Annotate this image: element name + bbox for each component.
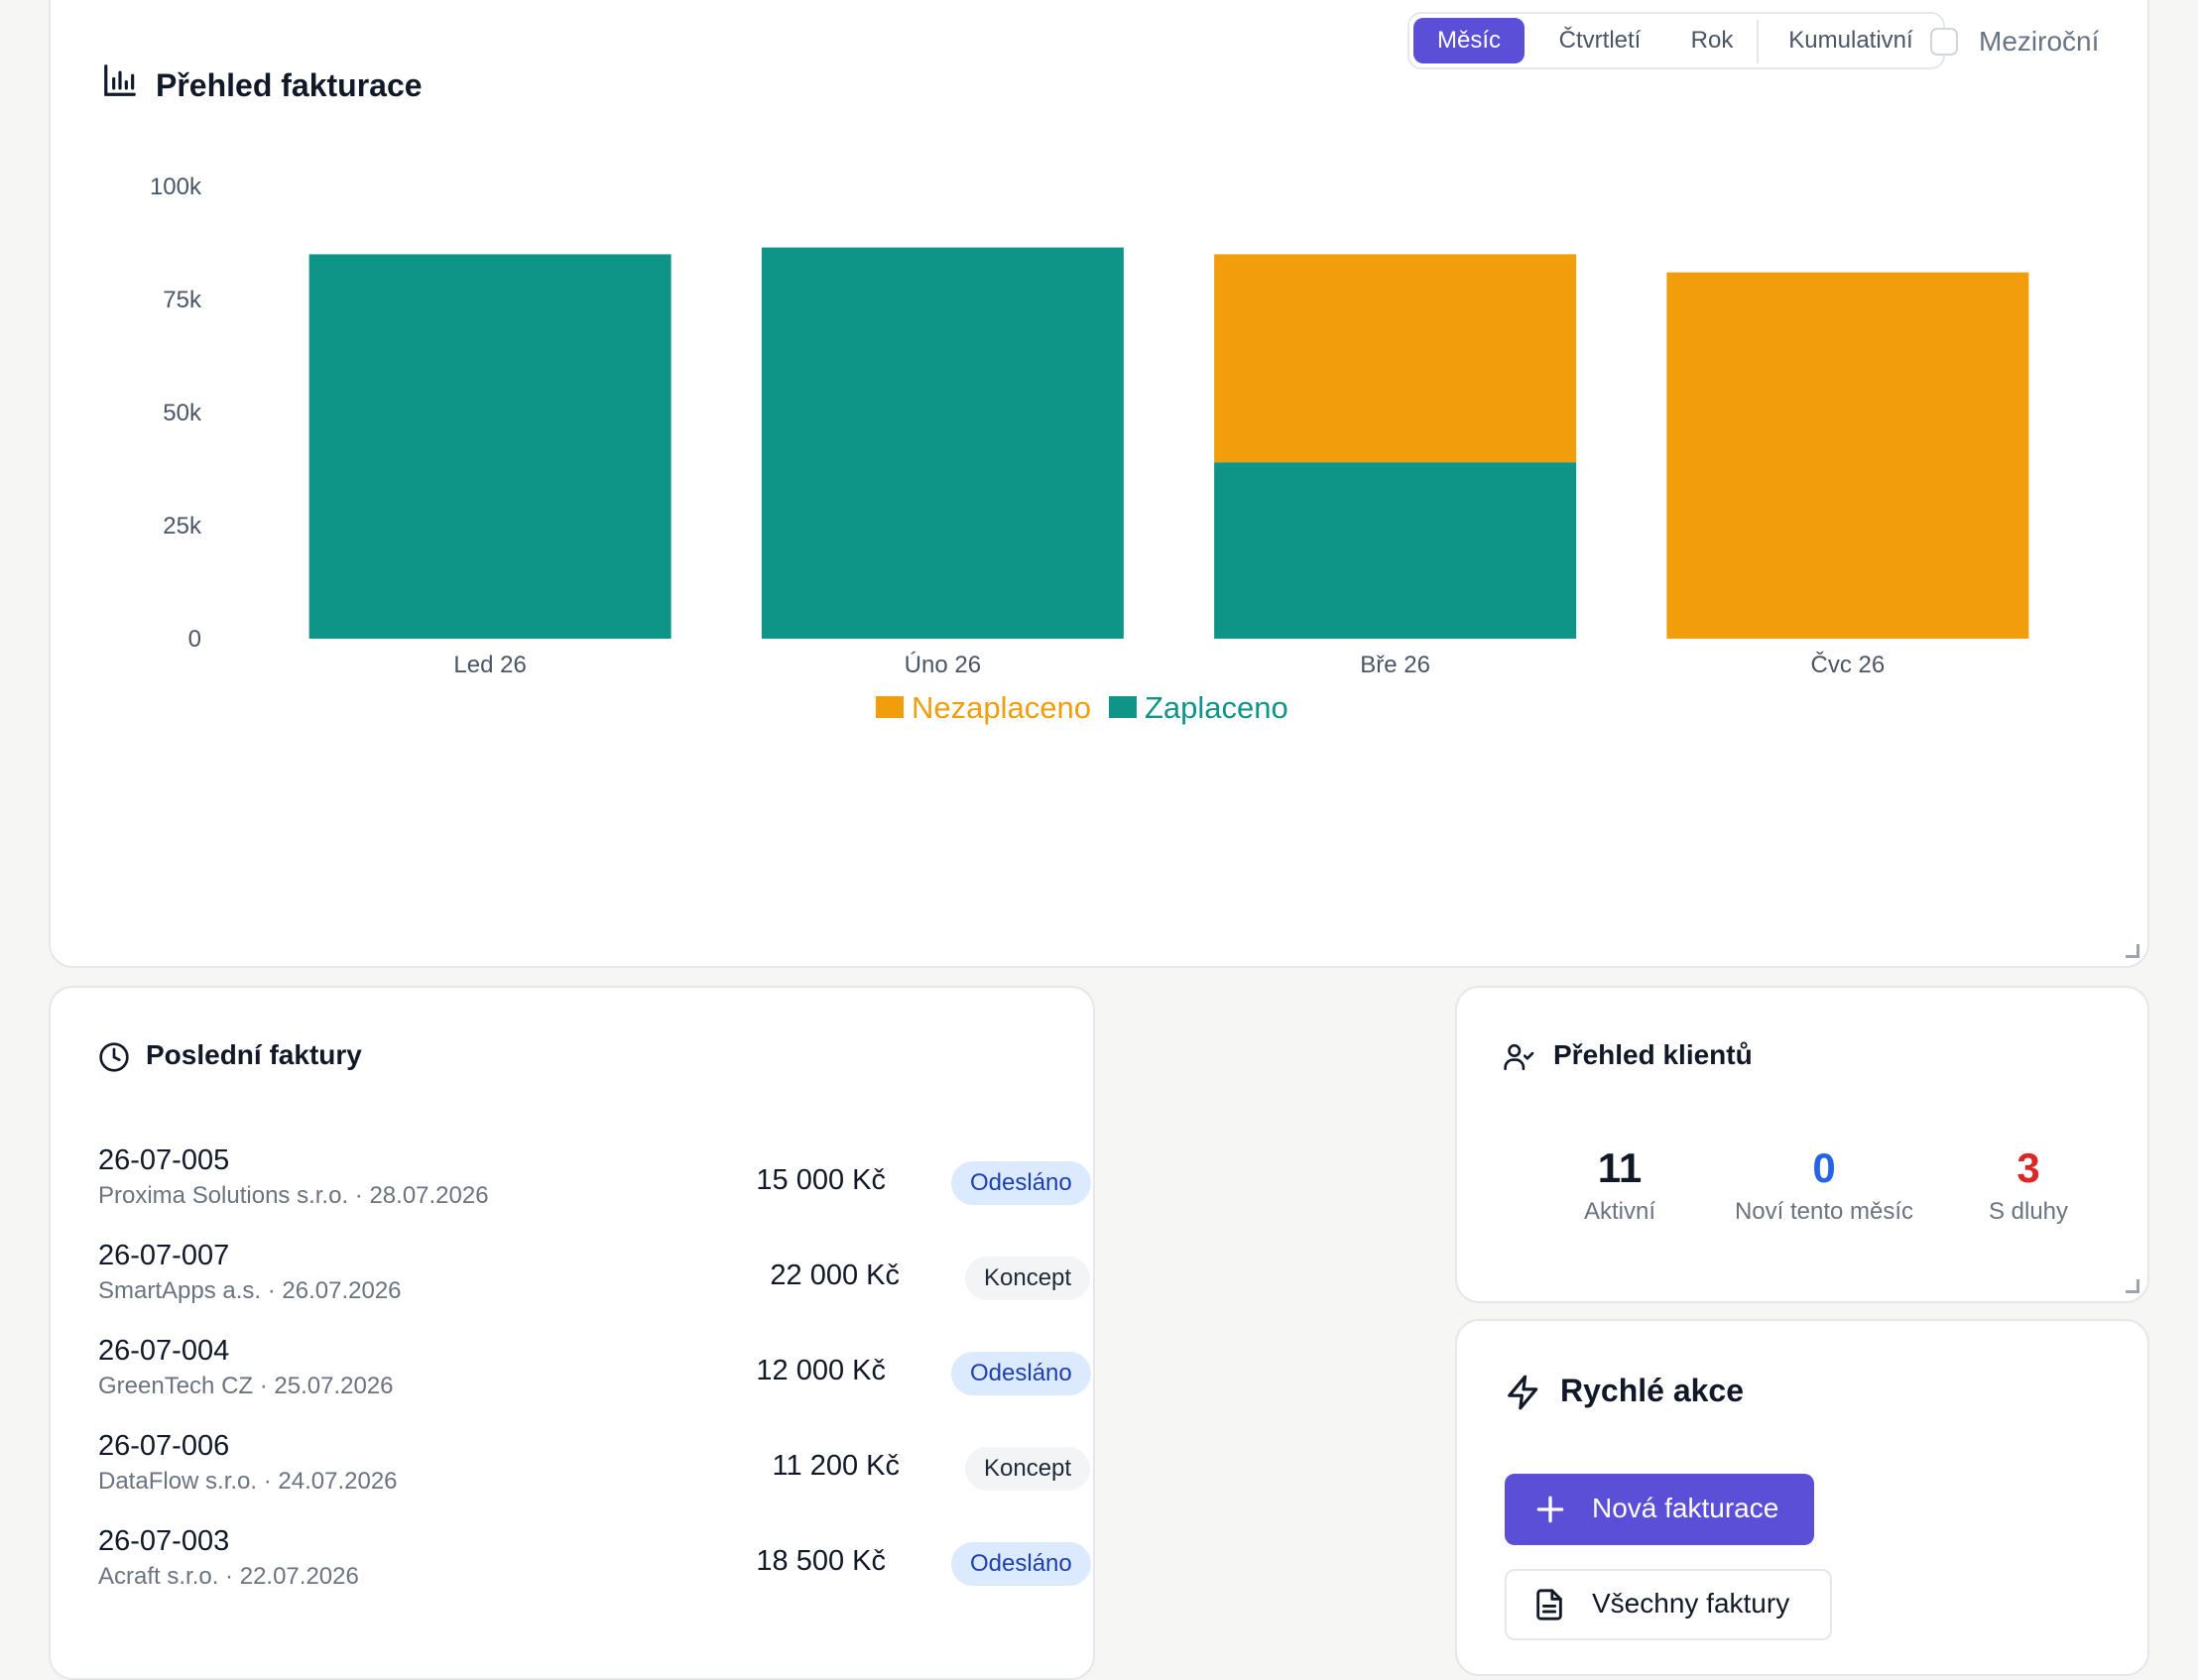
invoice-meta: DataFlow s.r.o. · 24.07.2026 — [98, 1468, 398, 1496]
invoice-date: 26.07.2026 — [282, 1277, 402, 1304]
meta-separator: · — [354, 1182, 363, 1209]
invoice-number: 26-07-005 — [98, 1144, 230, 1176]
invoice-meta: Acraft s.r.o. · 22.07.2026 — [98, 1563, 359, 1591]
invoice-client: SmartApps a.s. — [98, 1277, 262, 1304]
invoice-meta: GreenTech CZ · 25.07.2026 — [98, 1373, 394, 1400]
invoice-row[interactable]: 26-07-006 DataFlow s.r.o. · 24.07.2026 1… — [98, 1430, 1091, 1509]
recent-invoices-card: Poslední faktury 26-07-005 Proxima Solut… — [49, 986, 1095, 1680]
y-tick-label: 50k — [163, 400, 202, 426]
period-quarter-tab[interactable]: Čtvrtletí — [1558, 27, 1642, 54]
period-month-tab[interactable]: Měsíc — [1413, 18, 1525, 63]
bar-nezaplaceno — [1666, 272, 2029, 639]
status-badge: Odesláno — [951, 1542, 1091, 1586]
meta-separator: · — [259, 1373, 268, 1399]
stat-active: 11 Aktivní — [1501, 1144, 1739, 1226]
yoy-label: Meziroční — [1979, 26, 2100, 57]
invoice-row[interactable]: 26-07-004 GreenTech CZ · 25.07.2026 12 0… — [98, 1335, 1091, 1414]
new-invoice-button[interactable]: Nová fakturace — [1505, 1474, 1814, 1545]
period-cumulative-tab[interactable]: Kumulativní — [1788, 27, 1913, 54]
stat-active-value: 11 — [1597, 1144, 1643, 1191]
status-badge: Koncept — [965, 1257, 1091, 1300]
quick-actions-card: Rychlé akce Nová fakturace Všechny faktu… — [1455, 1319, 2149, 1676]
period-selector: Měsíc Čtvrtletí Rok Kumulativní — [1407, 12, 1945, 69]
invoice-client: DataFlow s.r.o. — [98, 1468, 258, 1495]
clock-icon — [98, 1041, 130, 1073]
bar-nezaplaceno — [1214, 254, 1577, 463]
y-tick-label: 0 — [188, 626, 201, 653]
period-year-tab[interactable]: Rok — [1690, 27, 1734, 54]
plus-icon — [1530, 1490, 1570, 1534]
recent-invoices-title: Poslední faktury — [146, 1039, 362, 1070]
invoice-date: 28.07.2026 — [369, 1182, 489, 1209]
invoice-amount: 11 200 Kč — [772, 1450, 900, 1482]
status-badge: Odesláno — [951, 1161, 1091, 1205]
y-tick-label: 100k — [150, 174, 202, 200]
invoice-row[interactable]: 26-07-003 Acraft s.r.o. · 22.07.2026 18 … — [98, 1525, 1091, 1605]
invoice-amount: 12 000 Kč — [756, 1355, 886, 1386]
user-check-icon — [1503, 1041, 1536, 1073]
invoice-amount: 18 500 Kč — [756, 1545, 886, 1577]
stat-debts-value: 3 — [2016, 1144, 2040, 1191]
bar-zaplaceno — [1214, 462, 1577, 639]
document-icon — [1532, 1587, 1566, 1627]
status-badge: Koncept — [965, 1447, 1091, 1491]
invoice-client: Acraft s.r.o. — [98, 1563, 219, 1590]
invoice-date: 24.07.2026 — [278, 1468, 398, 1495]
invoice-date: 25.07.2026 — [274, 1373, 394, 1399]
quick-actions-title: Rychlé akce — [1560, 1373, 1745, 1408]
billing-overview-card: Přehled fakturace Měsíc Čtvrtletí Rok Ku… — [49, 0, 2149, 968]
invoice-client: GreenTech CZ — [98, 1373, 254, 1399]
billing-chart: 0 25k 50k 75k 100k Led 26 Úno 26 Bře 26 Čvc 26 Ne… — [150, 174, 2029, 725]
stat-active-label: Aktivní — [1583, 1198, 1656, 1225]
yoy-checkbox[interactable] — [1930, 28, 1958, 56]
invoice-meta: SmartApps a.s. · 26.07.2026 — [98, 1277, 402, 1305]
invoice-number: 26-07-006 — [98, 1430, 230, 1462]
all-invoices-label: Všechny faktury — [1592, 1588, 1790, 1619]
all-invoices-button[interactable]: Všechny faktury — [1505, 1569, 1832, 1640]
invoice-amount: 15 000 Kč — [756, 1164, 886, 1196]
stat-debts-label: S dluhy — [1988, 1198, 2069, 1225]
stat-new-label: Noví tento měsíc — [1734, 1198, 1914, 1225]
invoice-number: 26-07-007 — [98, 1240, 230, 1271]
stat-new: 0 Noví tento měsíc — [1705, 1144, 1943, 1226]
legend-swatch — [1108, 696, 1137, 718]
bar-chart-icon — [101, 61, 139, 99]
meta-separator: · — [263, 1468, 272, 1495]
meta-separator: · — [267, 1277, 276, 1304]
clients-title: Přehled klientů — [1553, 1039, 1753, 1070]
invoice-row[interactable]: 26-07-005 Proxima Solutions s.r.o. · 28.… — [98, 1144, 1091, 1224]
y-tick-label: 75k — [163, 287, 202, 313]
clients-overview-card: Přehled klientů 11 Aktivní 0 Noví tento … — [1455, 986, 2149, 1303]
invoice-row[interactable]: 26-07-007 SmartApps a.s. · 26.07.2026 22… — [98, 1240, 1091, 1319]
invoice-date: 22.07.2026 — [239, 1563, 359, 1590]
invoice-amount: 22 000 Kč — [770, 1260, 900, 1291]
billing-title: Přehled fakturace — [156, 67, 423, 103]
invoice-number: 26-07-003 — [98, 1525, 230, 1557]
resize-handle[interactable] — [2126, 944, 2139, 958]
legend-label: Zaplaceno — [1145, 690, 1288, 725]
legend-swatch — [876, 696, 904, 718]
invoice-meta: Proxima Solutions s.r.o. · 28.07.2026 — [98, 1182, 489, 1210]
bar-zaplaceno — [761, 247, 1124, 639]
invoice-number: 26-07-004 — [98, 1335, 230, 1367]
legend-label: Nezaplaceno — [912, 690, 1091, 725]
status-badge: Odesláno — [951, 1352, 1091, 1395]
new-invoice-label: Nová fakturace — [1592, 1493, 1779, 1523]
x-tick-label: Led 26 — [453, 652, 526, 678]
bar-zaplaceno — [308, 254, 672, 639]
x-tick-label: Bře 26 — [1360, 652, 1430, 678]
period-divider — [1757, 20, 1759, 63]
y-tick-label: 25k — [163, 513, 202, 540]
x-tick-label: Čvc 26 — [1811, 651, 1886, 678]
meta-separator: · — [225, 1563, 234, 1590]
stat-debts: 3 S dluhy — [1909, 1144, 2147, 1226]
stat-new-value: 0 — [1812, 1144, 1836, 1191]
lightning-icon — [1505, 1373, 1542, 1412]
resize-handle[interactable] — [2126, 1279, 2139, 1293]
invoice-client: Proxima Solutions s.r.o. — [98, 1182, 349, 1209]
x-tick-label: Úno 26 — [905, 652, 981, 678]
